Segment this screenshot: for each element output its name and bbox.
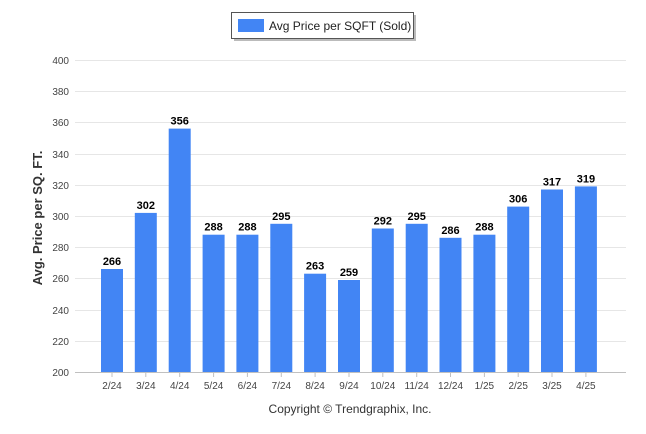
y-tick-label: 340 xyxy=(52,150,69,161)
data-label: 259 xyxy=(340,267,358,279)
bar-10-24 xyxy=(371,228,394,372)
x-tick-label: 7/24 xyxy=(272,381,292,392)
data-label: 288 xyxy=(475,222,493,234)
y-tick-label: 260 xyxy=(52,274,69,285)
y-tick-label: 360 xyxy=(52,118,69,129)
bar-11-24 xyxy=(405,223,428,372)
chart-bars: 266 302 356 288 288 295 263 259 292 295 286 288 306 3… xyxy=(101,116,597,372)
x-tick-label: 1/25 xyxy=(475,381,495,392)
bar-9-24 xyxy=(338,280,360,372)
bar-5-24 xyxy=(202,234,225,372)
x-tick-label: 4/24 xyxy=(170,381,190,392)
data-label: 286 xyxy=(441,225,459,237)
x-tick-label: 10/24 xyxy=(370,381,395,392)
x-tick-label: 11/24 xyxy=(405,381,430,392)
y-tick-label: 320 xyxy=(52,181,69,192)
chart-legend: Avg Price per SQFT (Sold) xyxy=(231,12,416,41)
x-tick-label: 3/25 xyxy=(542,381,562,392)
data-label: 319 xyxy=(577,173,595,185)
bar-8-24 xyxy=(304,273,327,372)
y-tick-label: 300 xyxy=(52,212,69,223)
x-tick-label: 3/24 xyxy=(136,381,156,392)
bar-7-24 xyxy=(270,223,293,372)
y-tick-label: 380 xyxy=(52,87,69,98)
bar-2-24 xyxy=(101,269,123,372)
y-tick-label: 220 xyxy=(52,337,69,348)
data-label: 288 xyxy=(204,222,222,234)
bar-3-25 xyxy=(541,189,563,372)
x-tick-label: 2/25 xyxy=(508,381,528,392)
chart-gridlines xyxy=(75,60,626,373)
y-tick-label: 240 xyxy=(52,306,69,317)
data-label: 288 xyxy=(238,222,256,234)
data-label: 317 xyxy=(543,177,561,189)
x-tick-label: 2/24 xyxy=(102,381,122,392)
y-tick-label: 280 xyxy=(52,243,69,254)
data-label: 263 xyxy=(306,261,324,273)
legend-label: Avg Price per SQFT (Sold) xyxy=(269,19,411,33)
bar-4-24 xyxy=(168,128,191,372)
bar-4-25 xyxy=(574,186,597,372)
x-axis: 2/24 3/24 4/24 5/24 6/24 7/24 8/24 9/24 10/24 11/… xyxy=(102,373,596,392)
x-tick-label: 8/24 xyxy=(305,381,325,392)
x-tick-label: 12/24 xyxy=(438,381,463,392)
bar-1-25 xyxy=(473,234,496,372)
data-label: 266 xyxy=(103,256,121,268)
data-label: 292 xyxy=(374,216,392,228)
y-tick-label: 200 xyxy=(52,368,69,379)
x-tick-label: 5/24 xyxy=(204,381,224,392)
y-axis-title: Avg. Price per SQ. FT. xyxy=(30,151,45,286)
bar-3-24 xyxy=(134,212,157,372)
data-label: 295 xyxy=(408,211,426,223)
x-tick-label: 9/24 xyxy=(339,381,359,392)
bar-2-25 xyxy=(507,206,530,372)
legend-swatch xyxy=(238,19,264,32)
y-tick-label: 400 xyxy=(52,56,69,67)
copyright-text: Copyright © Trendgraphix, Inc. xyxy=(269,402,432,416)
x-tick-label: 6/24 xyxy=(238,381,258,392)
x-tick-label: 4/25 xyxy=(576,381,596,392)
data-label: 356 xyxy=(171,116,189,128)
bar-12-24 xyxy=(439,237,462,372)
data-label: 306 xyxy=(509,194,527,206)
data-label: 295 xyxy=(272,211,290,223)
bar-6-24 xyxy=(236,234,259,372)
y-axis: 200 220 240 260 280 300 320 340 360 380 400 xyxy=(52,56,69,379)
data-label: 302 xyxy=(137,200,155,212)
